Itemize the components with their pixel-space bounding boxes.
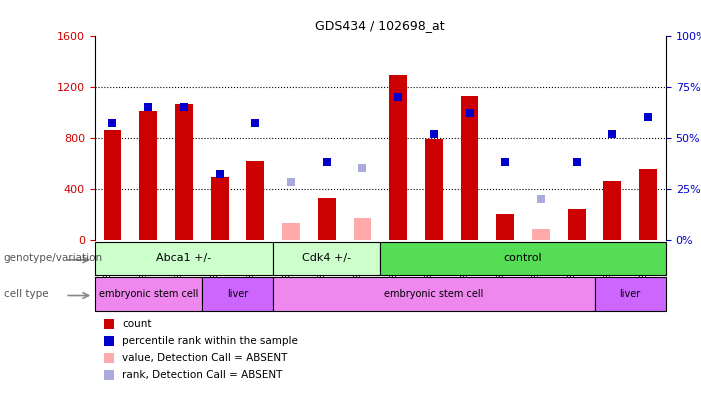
Point [250, 120, 261, 126]
Title: GDS434 / 102698_at: GDS434 / 102698_at [315, 19, 445, 32]
Bar [318, 198, 336, 240]
Text: control: control [504, 253, 543, 263]
Point [357, 165, 368, 171]
FancyBboxPatch shape [273, 277, 594, 311]
Point [142, 104, 154, 110]
Bar [104, 130, 121, 240]
Bar [425, 139, 443, 240]
Bar [568, 209, 585, 240]
Text: value, Detection Call = ABSENT: value, Detection Call = ABSENT [122, 353, 287, 363]
Bar [639, 169, 657, 240]
FancyBboxPatch shape [380, 242, 666, 275]
Point [214, 171, 225, 177]
Text: cell type: cell type [4, 289, 48, 299]
Text: Abca1 +/-: Abca1 +/- [156, 253, 212, 263]
Point [393, 93, 404, 100]
Point [104, 338, 115, 344]
Bar [532, 229, 550, 240]
FancyBboxPatch shape [95, 242, 273, 275]
Point [178, 104, 189, 110]
Text: percentile rank within the sample: percentile rank within the sample [122, 336, 298, 346]
Point [643, 114, 654, 120]
Point [536, 196, 547, 202]
Bar [282, 223, 300, 240]
FancyBboxPatch shape [273, 242, 380, 275]
Text: liver: liver [227, 289, 248, 299]
Point [464, 110, 475, 116]
Bar [175, 105, 193, 240]
FancyBboxPatch shape [202, 277, 273, 311]
Point [428, 130, 440, 137]
Point [571, 159, 583, 165]
Point [285, 179, 297, 186]
Bar [353, 218, 372, 240]
FancyBboxPatch shape [594, 277, 666, 311]
Bar [246, 160, 264, 240]
Text: count: count [122, 319, 151, 329]
Point [104, 321, 115, 327]
Bar [496, 214, 515, 240]
Point [321, 159, 332, 165]
Point [607, 130, 618, 137]
Text: liver: liver [620, 289, 641, 299]
Bar [461, 95, 479, 240]
Text: embryonic stem cell: embryonic stem cell [99, 289, 198, 299]
Bar [604, 181, 621, 240]
Text: rank, Detection Call = ABSENT: rank, Detection Call = ABSENT [122, 370, 283, 380]
Text: embryonic stem cell: embryonic stem cell [384, 289, 484, 299]
Text: Cdk4 +/-: Cdk4 +/- [302, 253, 351, 263]
Text: genotype/variation: genotype/variation [4, 253, 102, 263]
Point [104, 372, 115, 378]
FancyBboxPatch shape [95, 277, 202, 311]
Point [104, 355, 115, 361]
Bar [211, 177, 229, 240]
Bar [139, 111, 157, 240]
Bar [389, 75, 407, 240]
Point [107, 120, 118, 126]
Point [500, 159, 511, 165]
